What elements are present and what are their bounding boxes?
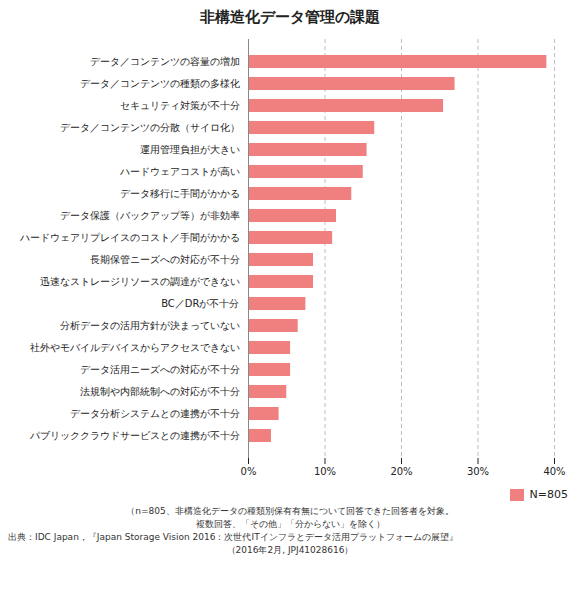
svg-text:10%: 10% bbox=[314, 466, 336, 477]
svg-text:データ／コンテンツの分散（サイロ化）: データ／コンテンツの分散（サイロ化） bbox=[60, 122, 240, 133]
svg-text:データ／コンテンツの種類の多様化: データ／コンテンツの種類の多様化 bbox=[80, 78, 240, 89]
svg-text:パブリッククラウドサービスとの連携が不十分: パブリッククラウドサービスとの連携が不十分 bbox=[29, 430, 240, 441]
html-text:複数回答、「その他」「分からない」を除く）: 複数回答、「その他」「分からない」を除く） bbox=[195, 519, 385, 529]
html-text:（2016年2月, JPJ41028616）: （2016年2月, JPJ41028616） bbox=[226, 545, 354, 555]
svg-text:0%: 0% bbox=[241, 466, 257, 477]
html-text:N=805: N=805 bbox=[529, 488, 568, 501]
svg-text:セキュリティ対策が不十分: セキュリティ対策が不十分 bbox=[120, 100, 240, 111]
svg-text:データ保護（バックアップ等）が非効率: データ保護（バックアップ等）が非効率 bbox=[60, 210, 240, 221]
html-text:非構造化データ管理の課題: 非構造化データ管理の課題 bbox=[200, 8, 380, 26]
svg-text:迅速なストレージリソースの調達ができない: 迅速なストレージリソースの調達ができない bbox=[40, 276, 240, 287]
svg-text:30%: 30% bbox=[467, 466, 489, 477]
svg-text:ハードウェアコストが高い: ハードウェアコストが高い bbox=[119, 166, 240, 177]
svg-text:データ活用ニーズへの対応が不十分: データ活用ニーズへの対応が不十分 bbox=[80, 364, 240, 375]
html-text:出典：IDC Japan，『Japan Storage Vi: 出典：IDC Japan，『Japan Storage Vision 2016：… bbox=[8, 532, 458, 542]
svg-text:40%: 40% bbox=[543, 466, 565, 477]
html-text:（n=805、非構造化データの種類別保有有無について回答でき: （n=805、非構造化データの種類別保有有無について回答できた回答者を対象。 bbox=[126, 506, 454, 516]
svg-text:分析データの活用方針が決まっていない: 分析データの活用方針が決まっていない bbox=[60, 320, 240, 331]
svg-text:社外やモバイルデバイスからアクセスできない: 社外やモバイルデバイスからアクセスできない bbox=[30, 342, 240, 353]
svg-text:データ分析システムとの連携が不十分: データ分析システムとの連携が不十分 bbox=[70, 408, 240, 419]
svg-text:BC／DRが不十分: BC／DRが不十分 bbox=[161, 298, 239, 309]
svg-text:ハードウェアリプレイスのコスト／手間がかかる: ハードウェアリプレイスのコスト／手間がかかる bbox=[19, 232, 240, 243]
svg-text:20%: 20% bbox=[390, 466, 412, 477]
svg-text:法規制や内部統制への対応が不十分: 法規制や内部統制への対応が不十分 bbox=[80, 386, 240, 397]
svg-text:データ移行に手間がかかる: データ移行に手間がかかる bbox=[120, 188, 240, 199]
svg-text:運用管理負担が大きい: 運用管理負担が大きい bbox=[140, 144, 240, 155]
svg-text:長期保管ニーズへの対応が不十分: 長期保管ニーズへの対応が不十分 bbox=[90, 254, 240, 265]
svg-text:データ／コンテンツの容量の増加: データ／コンテンツの容量の増加 bbox=[90, 56, 240, 67]
